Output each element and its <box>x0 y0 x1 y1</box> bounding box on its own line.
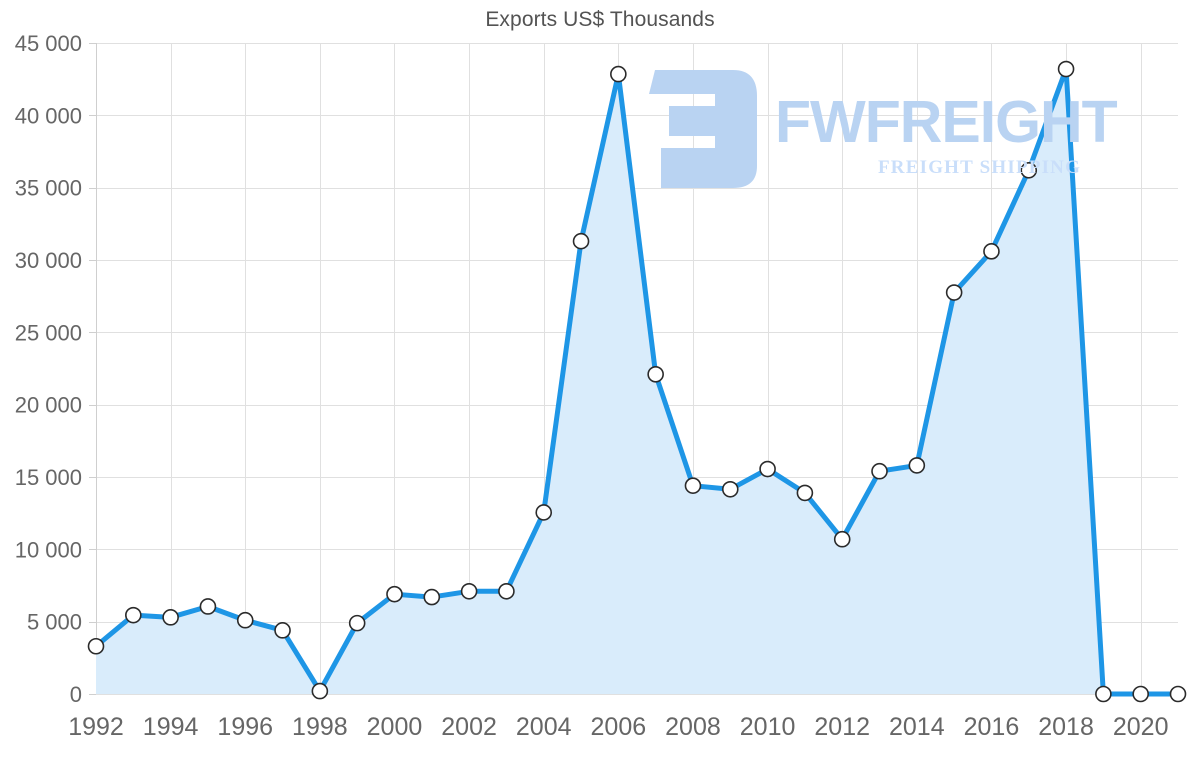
data-point-marker[interactable]: 2009: 14150 <box>721 480 739 498</box>
data-point-marker[interactable]: 2011: 13900 <box>796 484 814 502</box>
data-point-marker[interactable]: 2008: 14400 <box>684 477 702 494</box>
data-point-marker[interactable]: 2010: 15550 <box>759 460 776 478</box>
marker-layer: 1992: 3300 1993: 5450 1994: 5300 1995: 6050… <box>87 60 1187 703</box>
x-tick-label: 2012 <box>814 713 870 741</box>
data-point-marker[interactable]: 1992: 3300 <box>87 637 105 655</box>
data-point-marker[interactable]: 1999: 4900 <box>348 614 366 632</box>
data-point-marker[interactable]: 2017: 36200 <box>1020 162 1038 179</box>
data-point-marker[interactable]: 1995: 6050 <box>199 598 217 615</box>
data-point-marker[interactable]: 2014: 15800 <box>908 457 926 474</box>
data-point-marker[interactable]: 1998: 200 <box>311 682 329 700</box>
y-tick-label: 10 000 <box>15 537 82 562</box>
data-point-marker[interactable]: 2000: 6900 <box>386 585 403 603</box>
y-axis-labels: 0 5 000 10 000 15 000 20 000 25 000 30 000 35 0… <box>15 31 82 707</box>
data-point-marker[interactable]: 2002: 7100 <box>460 582 478 600</box>
data-point-marker[interactable]: 2001: 6700 <box>423 588 441 606</box>
x-tick-label: 1996 <box>217 713 273 741</box>
x-tick-label: 2000 <box>367 713 423 741</box>
x-tick-label: 2002 <box>441 713 497 741</box>
data-point-marker[interactable]: 1996: 5100 <box>236 611 254 629</box>
chart-title: Exports US$ Thousands <box>485 8 715 31</box>
x-tick-label: 2014 <box>889 713 945 741</box>
data-point-marker[interactable]: 2018: 43200 <box>1057 60 1075 78</box>
data-point-marker[interactable]: 2005: 31300 <box>572 232 590 250</box>
y-tick-label: 30 000 <box>15 248 82 273</box>
x-tick-label: 1998 <box>292 713 348 741</box>
y-tick-label: 5 000 <box>27 610 82 635</box>
data-point-marker[interactable]: 1994: 5300 <box>162 609 179 626</box>
data-point-marker[interactable]: 2020: 0 <box>1132 685 1149 703</box>
x-tick-label: 2008 <box>665 713 721 741</box>
data-point-marker[interactable]: 1997: 4400 <box>274 622 291 639</box>
y-tick-label: 25 000 <box>15 320 82 345</box>
x-tick-label: 2010 <box>740 713 796 741</box>
y-tick-label: 15 000 <box>15 465 82 490</box>
data-point-marker[interactable]: 2019: 0 <box>1095 685 1112 703</box>
data-point-marker[interactable]: 2013: 15400 <box>871 462 888 480</box>
y-tick-label: 0 <box>70 682 82 707</box>
data-point-marker[interactable]: 2016: 30600 <box>983 243 1000 260</box>
y-tick-label: 40 000 <box>15 103 82 128</box>
area-layer <box>96 69 1178 695</box>
data-point-marker[interactable]: 2003: 7100 <box>498 582 515 600</box>
x-tick-label: 1992 <box>68 713 124 741</box>
y-tick-label: 35 000 <box>15 176 82 201</box>
data-point-marker[interactable]: 2007: 22100 <box>647 365 664 383</box>
data-point-marker[interactable]: 2021: 0 <box>1169 685 1187 703</box>
x-tick-label: 2016 <box>964 713 1020 741</box>
x-tick-label: 2020 <box>1113 713 1169 741</box>
data-point-marker[interactable]: 1993: 5450 <box>125 606 142 624</box>
series-area-fill <box>96 69 1178 695</box>
data-point-marker[interactable]: 2004: 12550 <box>535 504 553 521</box>
y-tick-label: 45 000 <box>15 31 82 56</box>
x-tick-label: 2004 <box>516 713 572 741</box>
x-tick-label: 2018 <box>1038 713 1094 741</box>
data-point-marker[interactable]: 2012: 10700 <box>833 530 851 548</box>
x-axis-labels: 1992 1994 1996 1998 2000 2002 2004 2006 2008 2010… <box>68 713 1168 741</box>
data-point-marker[interactable]: 2006: 42850 <box>610 65 627 83</box>
y-tick-label: 20 000 <box>15 393 82 418</box>
x-tick-label: 2006 <box>591 713 647 741</box>
x-tick-label: 1994 <box>143 713 199 741</box>
data-point-marker[interactable]: 2015: 27750 <box>945 284 963 301</box>
